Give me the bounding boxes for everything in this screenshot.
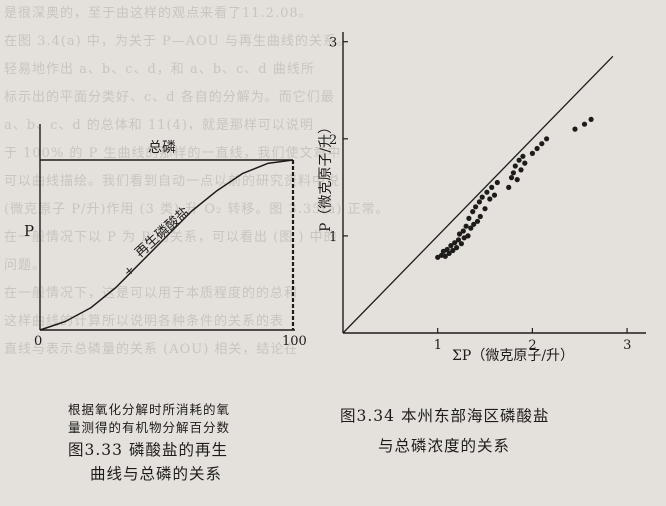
background-line: a、b、c、d 的总体和 11(4)，就是那样可以说明	[4, 118, 314, 133]
f33-axes	[39, 124, 295, 331]
f34-y-tick-label: 3	[329, 36, 337, 51]
f34-data-point	[510, 170, 516, 176]
f33-plus-sign: +	[121, 262, 138, 279]
f34-data-point	[539, 141, 545, 147]
f34-data-point	[489, 184, 495, 190]
f34-x-tick-label: 3	[623, 338, 631, 353]
f34-data-point	[491, 192, 498, 198]
f34-reference-line	[342, 55, 614, 334]
f34-data-point	[534, 145, 540, 152]
f33-caption-title-line1: 图3.33 磷酸盐的再生	[68, 441, 228, 459]
f34-data-point	[458, 241, 464, 247]
f34-y-tick-label: 1	[329, 230, 337, 245]
f33-caption-title-line2: 曲线与总磷的关系	[90, 465, 223, 483]
f34-data-point	[484, 189, 490, 195]
f34-data-point	[452, 240, 458, 246]
f34-data-point	[444, 246, 450, 253]
background-line: 于 100% 的 P 生曲线的那样的一直线，我们使文章中	[4, 146, 342, 161]
background-line: 轻易地作出 a、b、c、d，和 a、b、c、d 曲线所	[4, 62, 315, 77]
f34-data-point	[450, 247, 456, 254]
f34-data-point	[588, 116, 594, 122]
f34-data-point	[466, 215, 472, 221]
f33-x-tick-100: 100	[282, 334, 307, 349]
f34-data-point	[518, 167, 524, 173]
f34-data-point	[479, 194, 485, 200]
f34-data-point	[516, 157, 522, 163]
f34-data-point	[572, 126, 578, 132]
f34-points	[435, 116, 594, 260]
f34-data-point	[494, 179, 500, 186]
f34-caption-title-line1: 图3.34 本州东部海区磷酸盐	[340, 407, 550, 425]
f34-data-point	[471, 221, 477, 227]
f34-caption-title-line2: 与总磷浓度的关系	[378, 437, 511, 455]
f34-data-point	[487, 196, 493, 202]
f34-y-axis-label: P（微克原子/升）	[318, 120, 334, 232]
background-line: 在一般情况下，这是可以用于本质程度的的总和	[4, 286, 299, 301]
f34-data-point	[470, 209, 476, 215]
f34-data-point	[456, 231, 463, 237]
f33-regenerated-phosphate-curve	[39, 159, 294, 331]
f34-x-tick-label: 2	[528, 338, 536, 353]
f34-axes	[342, 32, 646, 334]
f33-y-axis-label: P	[24, 222, 34, 240]
f33-x-tick-0: 0	[34, 334, 42, 349]
f34-data-point	[581, 121, 588, 127]
f34-data-point	[455, 237, 462, 243]
background-line: 标示出的平面分类好、c、d 各自的分解为。而它们最	[4, 90, 335, 105]
f34-ticks: 1 2 3 1 2 3	[329, 36, 631, 353]
f33-total-phosphorus-label: 总磷	[148, 140, 176, 156]
figure-3-34: 1 2 3 1 2 3 P（微克原子/升） ΣP（微克原子/升）	[318, 32, 646, 364]
f34-data-point	[522, 160, 528, 166]
f34-data-point	[465, 233, 471, 239]
f34-data-point	[476, 199, 482, 205]
f34-data-point	[454, 245, 460, 251]
figure-3-33: P 0 100 总磷 再生磷酸盐 +	[24, 124, 307, 349]
f34-data-point	[482, 206, 488, 212]
background-line: 在图 3.4(a) 中，为关于 P—AOU 与再生曲线的关系。	[4, 34, 351, 49]
f34-data-point	[468, 225, 474, 231]
f34-data-point	[520, 153, 526, 159]
f33-caption-note-line2: 量测得的有机物分解百分数	[68, 420, 231, 435]
f34-data-point	[474, 218, 481, 224]
f34-data-point	[514, 177, 520, 183]
f33-regenerated-phosphate-label: 再生磷酸盐	[132, 204, 193, 261]
background-line: 可以曲线描绘。我们看到自动一点以前的研究资料中说	[4, 174, 341, 189]
f34-data-point	[460, 228, 466, 234]
f34-data-point	[473, 204, 479, 210]
f34-y-tick-label: 2	[329, 133, 337, 148]
f34-data-point	[544, 136, 550, 142]
f34-data-point	[446, 250, 452, 256]
background-line: 直线与表示总磷量的关系 (AOU) 相关，结论在	[4, 342, 299, 357]
background-line: 是很深奥的，至于由这样的观点来看了11.2.08。	[4, 6, 313, 21]
f34-data-point	[508, 175, 515, 181]
f34-data-point	[529, 150, 536, 156]
f34-data-point	[512, 163, 518, 169]
f34-x-axis-label: ΣP（微克原子/升）	[452, 348, 574, 364]
f34-data-point	[463, 223, 469, 229]
f33-caption-note-line1: 根据氧化分解时所消耗的氧	[68, 402, 231, 417]
background-line: 在一般情况下以 P 为 P 的关系，可以看出 (图 ) 中的	[4, 230, 338, 245]
f34-data-point	[442, 253, 448, 259]
background-line: 问题。	[4, 258, 47, 273]
f34-data-point	[506, 184, 512, 190]
f34-x-tick-label: 1	[434, 338, 442, 353]
f34-data-point	[448, 243, 454, 249]
f34-data-point	[477, 213, 483, 220]
